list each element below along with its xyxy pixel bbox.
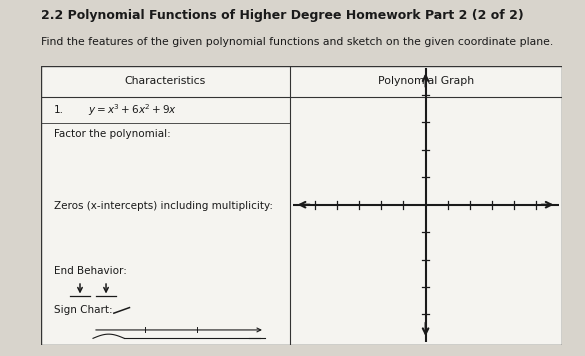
Text: Sign Chart:: Sign Chart: xyxy=(54,305,112,315)
Text: Zeros (x-intercepts) including multiplicity:: Zeros (x-intercepts) including multiplic… xyxy=(54,200,273,211)
Text: $y = x^3 + 6x^2 + 9x$: $y = x^3 + 6x^2 + 9x$ xyxy=(88,102,177,118)
Text: End Behavior:: End Behavior: xyxy=(54,266,127,276)
Text: 1.: 1. xyxy=(54,105,64,115)
Text: Polynomial Graph: Polynomial Graph xyxy=(377,76,474,86)
Text: Characteristics: Characteristics xyxy=(125,76,206,86)
Text: 2.2 Polynomial Functions of Higher Degree Homework Part 2 (2 of 2): 2.2 Polynomial Functions of Higher Degre… xyxy=(41,9,524,22)
Text: Factor the polynomial:: Factor the polynomial: xyxy=(54,129,171,139)
Text: Find the features of the given polynomial functions and sketch on the given coor: Find the features of the given polynomia… xyxy=(41,37,553,47)
